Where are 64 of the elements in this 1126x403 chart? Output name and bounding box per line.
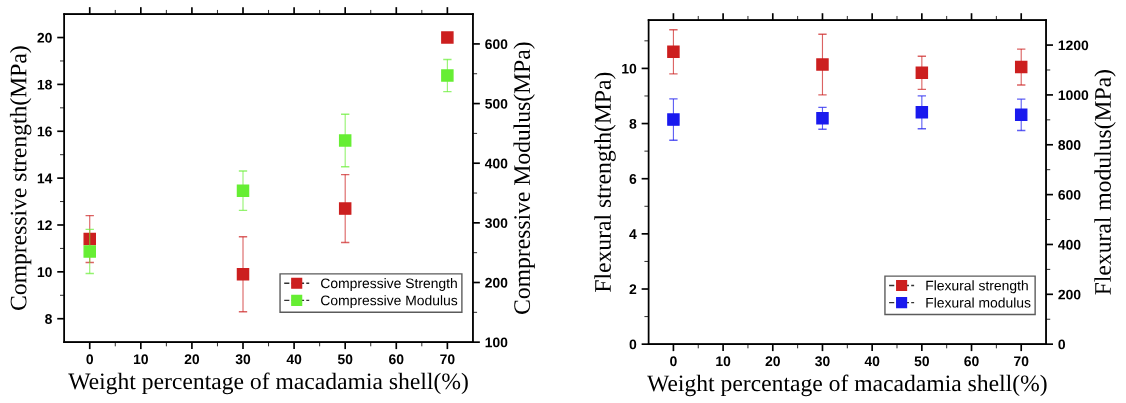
y-axis-title: Compressive strength(MPa) <box>9 46 32 310</box>
y-tick-label: 0 <box>629 339 637 350</box>
y-tick-label: 2 <box>629 284 637 295</box>
x-tick-label: 60 <box>389 354 404 365</box>
point <box>441 31 454 44</box>
y2-tick-label: 1200 <box>1058 40 1089 51</box>
y2-tick-label: 300 <box>485 218 508 229</box>
point <box>441 69 454 82</box>
x-tick-label: 10 <box>716 356 731 367</box>
point <box>338 134 352 147</box>
x-tick-label: 50 <box>337 354 353 365</box>
y2-tick-label: 400 <box>1058 239 1081 250</box>
legend-label: Flexural modulus <box>926 297 1031 308</box>
point <box>83 245 96 258</box>
x-tick-label: 20 <box>765 356 780 367</box>
y-tick-label: 10 <box>37 267 52 278</box>
x-tick-label: 30 <box>815 356 830 367</box>
x-tick-label: 0 <box>670 356 677 367</box>
y2-tick-label: 400 <box>484 158 508 169</box>
x-axis-title: Weight percentage of macadamia shell(%) <box>68 372 468 395</box>
y-tick-label: 16 <box>37 126 52 137</box>
legend-label: Compressive Strength <box>321 278 457 291</box>
x-tick-label: 30 <box>235 354 251 365</box>
y-tick-label: 14 <box>37 173 53 184</box>
legend-label: Flexural strength <box>926 280 1028 294</box>
y2-tick-label: 200 <box>1058 289 1081 300</box>
x-tick-label: 50 <box>914 356 929 367</box>
y-tick-label: 6 <box>629 174 637 184</box>
y-tick-label: 20 <box>37 32 52 43</box>
x-tick-label: 60 <box>964 356 979 367</box>
legend-label: Compressive Modulus <box>321 295 458 309</box>
y2-axis-title: Flexural modulus(MPa) <box>1094 70 1116 295</box>
x-tick-label: 10 <box>133 354 148 365</box>
point <box>1014 60 1028 74</box>
y2-tick-label: 1000 <box>1058 90 1089 101</box>
y2-tick-label: 200 <box>485 277 508 288</box>
x-tick-label: 20 <box>184 354 200 365</box>
y-axis-title: Flexural strength(MPa) <box>594 72 616 292</box>
y2-tick-label: 500 <box>485 98 508 109</box>
point <box>83 232 96 246</box>
y2-tick-label: 600 <box>485 39 508 50</box>
x-axis-title: Weight percentage of macadamia shell(%) <box>647 374 1047 397</box>
point <box>667 45 680 59</box>
y2-tick-label: 100 <box>485 337 508 348</box>
y-tick-label: 12 <box>37 220 52 231</box>
y2-axis-title: Compressive Modulus(MPa) <box>513 42 535 314</box>
point <box>236 184 250 197</box>
y-tick-label: 10 <box>622 63 637 74</box>
y2-tick-label: 600 <box>1058 189 1081 200</box>
y2-tick-label: 800 <box>1058 140 1081 150</box>
x-tick-label: 70 <box>1014 356 1029 367</box>
x-tick-label: 70 <box>440 354 455 365</box>
x-tick-label: 40 <box>864 356 880 367</box>
y-tick-label: 8 <box>45 314 52 324</box>
y2-tick-label: 0 <box>1058 339 1066 350</box>
point <box>236 267 250 281</box>
y-tick-label: 8 <box>629 118 637 129</box>
point <box>915 66 929 80</box>
point <box>816 58 829 71</box>
x-tick-label: 40 <box>286 354 302 365</box>
x-tick-label: 0 <box>86 354 94 365</box>
y-tick-label: 18 <box>37 79 52 90</box>
y-tick-label: 4 <box>629 229 637 239</box>
point <box>338 202 352 215</box>
